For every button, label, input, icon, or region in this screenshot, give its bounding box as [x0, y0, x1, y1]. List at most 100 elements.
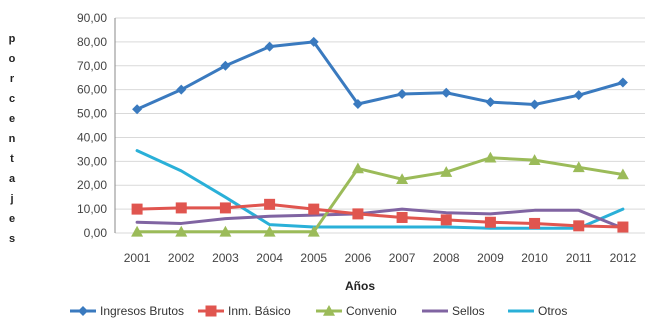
- y-axis-label-letter: s: [9, 233, 15, 245]
- series-ingresos-brutos: [132, 36, 628, 115]
- legend: Ingresos Brutos Inm. Básico Convenio Sellos…: [70, 304, 567, 318]
- data-point-inm-b-sico: [175, 202, 187, 214]
- data-point-convenio: [351, 162, 364, 174]
- legend-label: Sellos: [452, 304, 485, 318]
- data-point-ingresos-brutos: [485, 97, 496, 108]
- x-tick-label: 2002: [168, 251, 195, 265]
- data-point-ingresos-brutos: [352, 99, 363, 109]
- legend-label: Ingresos Brutos: [100, 304, 184, 318]
- x-tick-label: 2011: [566, 251, 592, 265]
- data-point-ingresos-brutos: [441, 87, 452, 98]
- data-point-convenio: [616, 168, 629, 180]
- grid-layer: [114, 17, 645, 234]
- x-tick-label: 2005: [300, 251, 327, 265]
- series-convenio: [131, 151, 629, 237]
- data-point-inm-b-sico: [219, 202, 231, 214]
- y-axis-label-letter: j: [9, 193, 13, 205]
- y-tick-label: 10,00: [77, 202, 107, 216]
- x-axis-label: Años: [345, 279, 375, 293]
- data-point-ingresos-brutos: [132, 104, 143, 115]
- data-point-convenio: [440, 166, 453, 177]
- data-point-convenio: [572, 161, 585, 173]
- y-axis-label-letter: t: [10, 153, 14, 165]
- x-tick-label: 2004: [256, 251, 283, 265]
- data-point-convenio: [175, 225, 188, 237]
- data-point-convenio: [528, 154, 541, 165]
- data-point-ingresos-brutos: [176, 84, 187, 95]
- x-tick-label: 2007: [389, 251, 416, 265]
- y-tick-label: 80,00: [77, 35, 107, 49]
- legend-marker: [205, 305, 217, 317]
- y-axis-label-letter: o: [9, 53, 16, 65]
- series-otros: [135, 149, 625, 230]
- data-point-convenio: [484, 151, 497, 163]
- data-point-ingresos-brutos: [308, 36, 319, 47]
- legend-marker: [323, 305, 335, 316]
- series-line-ingresos-brutos: [135, 40, 625, 111]
- data-point-inm-b-sico: [484, 216, 496, 228]
- series-inm-b-sico: [131, 198, 629, 233]
- series-line-otros: [135, 149, 625, 230]
- data-point-convenio: [219, 225, 232, 237]
- y-axis-label-letter: r: [10, 73, 15, 85]
- legend-item-sellos: Sellos: [422, 304, 485, 318]
- x-tick-label: 2010: [521, 251, 548, 265]
- data-point-convenio: [263, 225, 276, 237]
- y-tick-label: 70,00: [77, 59, 107, 73]
- y-tick-label: 90,00: [77, 11, 107, 25]
- legend-marker: [78, 306, 88, 316]
- legend-item-ingresos-brutos: Ingresos Brutos: [70, 304, 184, 318]
- data-point-inm-b-sico: [264, 198, 276, 210]
- x-tick-label: 2009: [477, 251, 504, 265]
- series-sellos: [135, 207, 625, 230]
- x-tick-label: 2003: [212, 251, 239, 265]
- x-tick-label: 2001: [124, 251, 151, 265]
- y-tick-label: 50,00: [77, 107, 107, 121]
- y-tick-label: 40,00: [77, 130, 107, 144]
- data-point-inm-b-sico: [617, 221, 629, 233]
- y-axis-label-letter: c: [9, 93, 15, 105]
- data-point-inm-b-sico: [352, 208, 364, 220]
- y-axis-label-letter: p: [9, 33, 16, 45]
- y-axis-label-letter: e: [9, 213, 15, 225]
- data-point-inm-b-sico: [529, 217, 541, 229]
- y-tick-label: 60,00: [77, 83, 107, 97]
- legend-item-otros: Otros: [508, 304, 567, 318]
- data-point-convenio: [131, 225, 144, 237]
- y-axis-label-letter: a: [9, 173, 16, 185]
- legend-label: Inm. Básico: [228, 304, 291, 318]
- y-tick-label: 20,00: [77, 178, 107, 192]
- data-point-inm-b-sico: [396, 211, 408, 223]
- data-point-ingresos-brutos: [264, 41, 275, 52]
- data-point-convenio: [307, 225, 320, 237]
- legend-label: Convenio: [346, 304, 397, 318]
- y-axis-label-letter: n: [9, 133, 16, 145]
- legend-item-convenio: Convenio: [316, 304, 397, 318]
- series-line-inm-b-sico: [135, 202, 625, 229]
- y-axis-ticks: 0,00 10,00 20,00 30,00 40,00 50,00 60,00 70,00 8…: [77, 11, 107, 240]
- data-point-ingresos-brutos: [220, 60, 231, 71]
- data-point-ingresos-brutos: [529, 99, 540, 110]
- x-tick-label: 2008: [433, 251, 460, 265]
- legend-label: Otros: [538, 304, 567, 318]
- series-layer: [131, 36, 629, 237]
- data-point-inm-b-sico: [440, 214, 452, 226]
- x-tick-label: 2006: [345, 251, 372, 265]
- legend-item-inm-b-sico: Inm. Básico: [198, 304, 291, 318]
- data-point-inm-b-sico: [573, 220, 585, 232]
- data-point-ingresos-brutos: [617, 77, 628, 88]
- data-point-ingresos-brutos: [573, 90, 584, 101]
- x-axis-ticks: 2001 2002 2003 2004 2005 2006 2007 2008 2009 2010…: [124, 251, 637, 265]
- series-line-sellos: [135, 207, 625, 230]
- y-tick-label: 0,00: [84, 226, 108, 240]
- data-point-inm-b-sico: [131, 203, 143, 215]
- data-point-convenio: [396, 173, 409, 185]
- data-point-inm-b-sico: [308, 203, 320, 215]
- y-axis-label-letter: e: [9, 113, 15, 125]
- x-tick-label: 2012: [610, 251, 637, 265]
- series-line-convenio: [135, 156, 625, 234]
- y-tick-label: 30,00: [77, 154, 107, 168]
